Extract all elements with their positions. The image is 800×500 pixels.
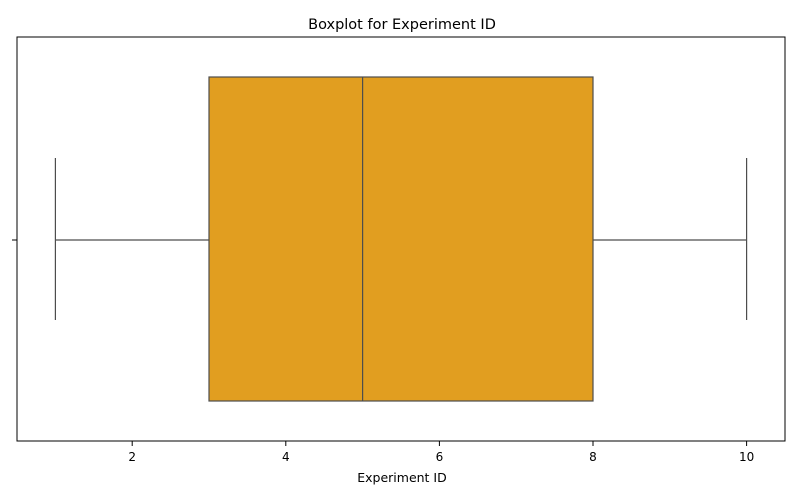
- plot-area-frame: [16, 36, 786, 442]
- x-tick-label-4: 4: [282, 450, 290, 464]
- interquartile-box: [208, 76, 594, 402]
- chart-title: Boxplot for Experiment ID: [308, 17, 496, 33]
- box-plot-group: [54, 76, 748, 402]
- x-tick-label-10: 10: [739, 450, 754, 464]
- x-axis-label: Experiment ID: [357, 470, 447, 485]
- x-tick-label-6: 6: [436, 450, 444, 464]
- x-axis-ticks: 2 4 6 8 10: [128, 441, 754, 464]
- x-tick-label-2: 2: [128, 450, 136, 464]
- x-tick-label-8: 8: [589, 450, 597, 464]
